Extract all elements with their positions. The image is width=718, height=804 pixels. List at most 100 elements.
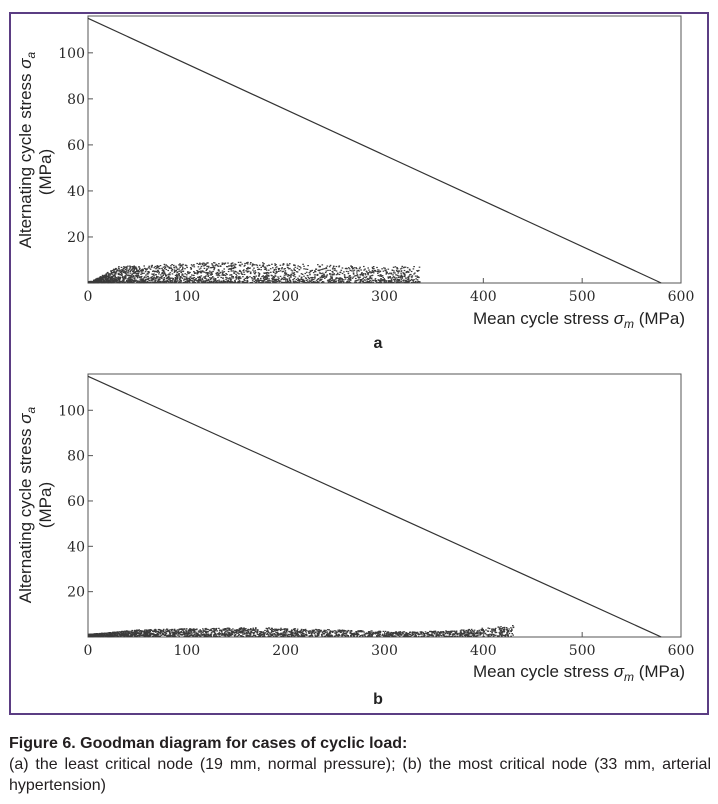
- scatter-point: [150, 266, 153, 268]
- scatter-point: [190, 278, 193, 280]
- scatter-point: [242, 630, 244, 632]
- scatter-point: [139, 634, 141, 636]
- scatter-point: [213, 633, 216, 636]
- scatter-point: [357, 279, 359, 281]
- scatter-point: [431, 632, 433, 634]
- scatter-point: [140, 635, 143, 637]
- scatter-point: [132, 270, 135, 272]
- scatter-point: [226, 280, 228, 282]
- scatter-point: [280, 632, 282, 634]
- scatter-point: [261, 265, 264, 267]
- scatter-point: [275, 628, 278, 630]
- scatter-point: [150, 279, 152, 281]
- scatter-point: [195, 632, 198, 634]
- scatter-point: [156, 266, 158, 268]
- scatter-point: [505, 627, 508, 629]
- scatter-point: [363, 634, 366, 636]
- scatter-point: [237, 261, 240, 263]
- scatter-point: [207, 628, 209, 631]
- scatter-point: [181, 274, 184, 276]
- scatter-point: [145, 634, 147, 636]
- scatter-point: [387, 280, 390, 282]
- scatter-point: [499, 627, 501, 629]
- scatter-point: [366, 633, 368, 635]
- scatter-point: [464, 631, 467, 633]
- scatter-point: [121, 635, 123, 637]
- scatter-point: [117, 267, 120, 269]
- scatter-point: [136, 277, 139, 279]
- scatter-point: [93, 280, 96, 282]
- scatter-point: [245, 631, 248, 634]
- scatter-point: [123, 267, 126, 269]
- scatter-point: [293, 636, 295, 638]
- scatter-point: [471, 629, 474, 632]
- scatter-point: [328, 635, 330, 638]
- scatter-point: [400, 280, 402, 282]
- scatter-point: [277, 279, 279, 281]
- scatter-point: [331, 268, 334, 270]
- scatter-point: [494, 632, 497, 634]
- scatter-point: [196, 633, 198, 635]
- scatter-point: [100, 278, 103, 280]
- scatter-point: [256, 266, 259, 268]
- scatter-point: [122, 277, 125, 279]
- scatter-point: [283, 276, 285, 278]
- scatter-point: [149, 268, 152, 270]
- scatter-point: [249, 271, 252, 273]
- scatter-point: [108, 634, 111, 636]
- scatter-point: [454, 632, 456, 634]
- scatter-point: [307, 630, 310, 632]
- scatter-point: [473, 634, 475, 636]
- scatter-point: [275, 271, 278, 273]
- scatter-point: [325, 634, 327, 637]
- scatter-point: [150, 629, 153, 631]
- scatter-point: [125, 633, 127, 635]
- scatter-point: [303, 275, 305, 277]
- scatter-point: [178, 635, 180, 637]
- scatter-point: [290, 269, 293, 271]
- scatter-point: [472, 635, 475, 637]
- scatter-point: [341, 267, 344, 269]
- scatter-point: [353, 632, 356, 634]
- scatter-point: [188, 272, 190, 275]
- scatter-point: [279, 264, 282, 266]
- scatter-point: [291, 629, 293, 631]
- scatter-point: [164, 266, 167, 268]
- scatter-point: [230, 630, 233, 632]
- scatter-point: [317, 269, 320, 271]
- scatter-point: [145, 268, 147, 270]
- scatter-point: [323, 276, 326, 278]
- scatter-point: [116, 281, 119, 284]
- scatter-point: [248, 634, 250, 636]
- scatter-point: [152, 281, 155, 284]
- scatter-point: [404, 279, 407, 281]
- scatter-point: [233, 632, 235, 634]
- scatter-point: [126, 280, 128, 282]
- scatter-point: [131, 274, 133, 276]
- scatter-point: [225, 628, 227, 630]
- scatter-point: [271, 634, 273, 636]
- scatter-point: [401, 265, 404, 267]
- scatter-point: [129, 270, 132, 272]
- scatter-point: [167, 629, 169, 631]
- scatter-point: [275, 282, 277, 284]
- scatter-point: [378, 271, 380, 273]
- scatter-point: [394, 632, 397, 634]
- scatter-point: [348, 276, 350, 278]
- scatter-point: [397, 276, 400, 278]
- scatter-point: [158, 281, 161, 283]
- scatter-point: [109, 276, 111, 278]
- scatter-point: [164, 273, 167, 275]
- scatter-point: [173, 264, 175, 266]
- scatter-point: [242, 276, 244, 278]
- scatter-point: [407, 277, 410, 279]
- scatter-point: [290, 630, 293, 632]
- scatter-point: [202, 628, 204, 630]
- scatter-point: [262, 264, 264, 266]
- scatter-point: [129, 632, 132, 634]
- scatter-point: [295, 271, 298, 273]
- scatter-point: [492, 628, 494, 630]
- scatter-point: [347, 629, 350, 632]
- scatter-point: [225, 633, 228, 635]
